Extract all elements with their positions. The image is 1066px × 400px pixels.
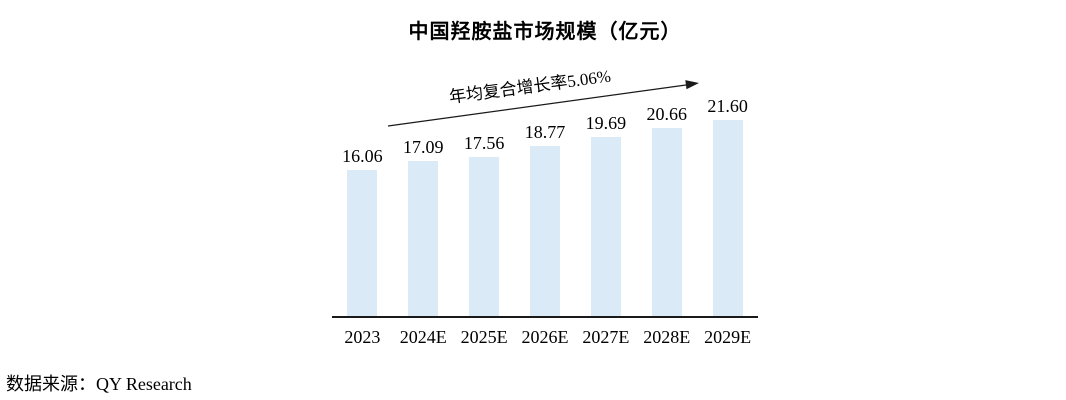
bar-group: 21.60 — [697, 96, 758, 316]
bar-value-label: 17.09 — [403, 136, 444, 157]
x-axis-labels: 2023 2024E 2025E 2026E 2027E 2028E 2029E — [332, 327, 758, 348]
bar — [530, 145, 560, 316]
x-axis-label: 2028E — [643, 327, 691, 347]
x-axis-label: 2024E — [399, 327, 447, 347]
bar-group: 19.69 — [575, 113, 636, 316]
bar — [712, 119, 743, 316]
bar — [651, 128, 682, 316]
bar-group: 17.09 — [393, 116, 454, 316]
x-axis-label: 2025E — [460, 327, 508, 347]
bar-value-label: 16.06 — [342, 146, 383, 167]
data-source-label: 数据来源：QY Research — [6, 374, 192, 394]
x-axis-line — [332, 316, 758, 318]
bar-value-label: 20.66 — [646, 104, 687, 125]
bar — [590, 137, 621, 316]
bar-value-label: 18.77 — [524, 121, 566, 142]
bar — [408, 160, 439, 316]
chart-title: 中国羟胺盐市场规模（亿元） — [408, 21, 682, 43]
bar-group: 18.77 — [515, 116, 576, 316]
bar — [469, 156, 500, 316]
bar — [347, 170, 378, 316]
x-axis-label: 2027E — [582, 327, 630, 347]
bar-group: 20.66 — [636, 104, 697, 316]
bar-value-label: 19.69 — [585, 113, 627, 134]
x-axis-label: 2023 — [344, 327, 381, 347]
bar-value-label: 21.60 — [707, 95, 748, 116]
x-axis-label: 2026E — [521, 327, 569, 347]
bar-plot-area: 16.06 17.09 17.56 18.77 19.69 20.66 21.60 — [332, 96, 758, 316]
cagr-trend-arrow-icon — [387, 80, 699, 127]
bar-value-label: 17.56 — [463, 132, 505, 153]
bar-group: 16.06 — [332, 116, 393, 316]
bar-group: 17.56 — [454, 116, 515, 316]
x-axis-label: 2029E — [704, 327, 752, 347]
